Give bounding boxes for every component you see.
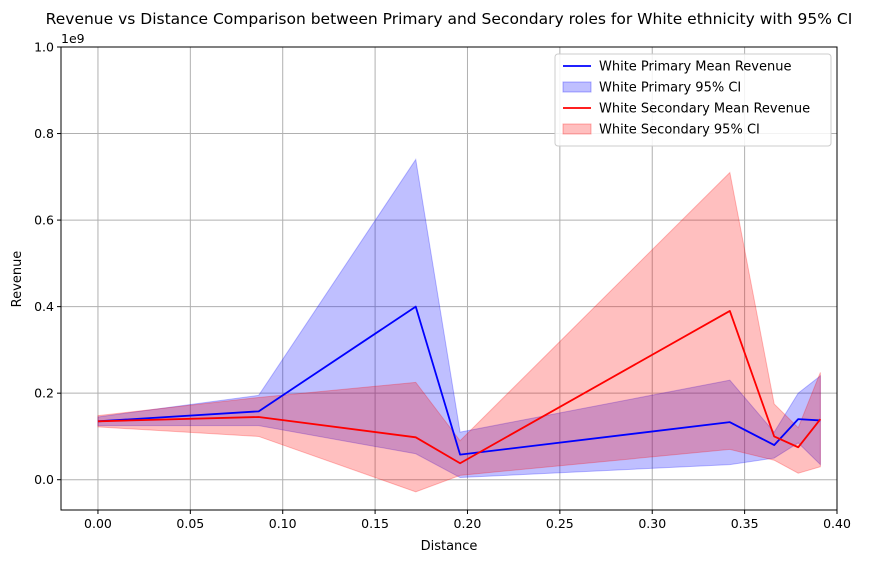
x-tick-label: 0.15 (361, 516, 389, 531)
mean-line-secondary (97, 310, 822, 465)
mean-line-primary (97, 305, 821, 456)
plot-frame (60, 46, 838, 511)
legend-patch-swatch (562, 123, 592, 135)
x-tick-label: 0.40 (823, 516, 851, 531)
legend-entry-label: White Primary 95% CI (599, 81, 741, 96)
x-tick-label: 0.10 (269, 516, 297, 531)
y-tick-label: 0.2 (34, 386, 54, 401)
x-tick-label: 0.35 (731, 516, 759, 531)
legend-entry-label: White Secondary Mean Revenue (599, 102, 810, 117)
y-axis-label: Revenue (10, 251, 25, 308)
legend-entry-label: White Secondary 95% CI (599, 123, 760, 138)
ci-band-secondary (97, 171, 821, 493)
y-tick-label: 0.6 (34, 213, 54, 228)
y-axis-ticks: 0.0 0.2 0.4 0.6 0.8 1.0 (34, 40, 61, 487)
x-tick-label: 0.00 (84, 516, 112, 531)
x-tick-label: 0.30 (638, 516, 666, 531)
ci-bands (97, 158, 821, 493)
y-tick-label: 1.0 (34, 40, 54, 55)
legend: White Primary Mean Revenue White Primary … (554, 53, 832, 147)
x-tick-label: 0.20 (454, 516, 482, 531)
legend-patch-swatch (562, 81, 592, 93)
y-tick-label: 0.0 (34, 472, 54, 487)
x-axis-label: Distance (421, 539, 478, 554)
y-offset-label: 1e9 (61, 31, 85, 46)
x-axis-ticks: 0.00 0.05 0.10 0.15 0.20 0.25 0.30 0.35 0.40 (84, 510, 851, 531)
x-tick-label: 0.05 (176, 516, 204, 531)
mean-lines (97, 305, 822, 465)
legend-box (554, 53, 832, 147)
x-tick-label: 0.25 (546, 516, 574, 531)
y-tick-label: 0.8 (34, 126, 54, 141)
chart-title: Revenue vs Distance Comparison between P… (46, 10, 853, 28)
legend-entry-label: White Primary Mean Revenue (599, 60, 791, 75)
y-tick-label: 0.4 (34, 299, 54, 314)
